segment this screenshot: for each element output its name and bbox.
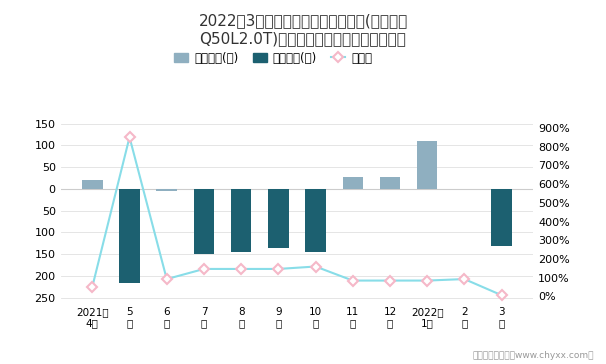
Bar [82,180,102,189]
Bar [491,189,512,246]
Bar [380,177,400,189]
Bar [156,189,177,191]
Text: 2022年3月英菲尼迪旗下最畅销轿车(英菲尼迪: 2022年3月英菲尼迪旗下最畅销轿车(英菲尼迪 [198,13,408,28]
Text: 制图：智研咨询（www.chyxx.com）: 制图：智研咨询（www.chyxx.com） [473,351,594,360]
Bar [194,189,214,254]
Bar [231,189,251,252]
Text: Q50L2.0T)近一年库存情况及产销率统计图: Q50L2.0T)近一年库存情况及产销率统计图 [199,31,407,46]
Bar [119,189,140,282]
Bar [342,177,363,189]
Bar [268,189,288,248]
Bar [417,141,438,189]
Bar [305,189,326,252]
Legend: 积压库存(辆), 清仓库存(辆), 产销率: 积压库存(辆), 清仓库存(辆), 产销率 [170,47,377,69]
